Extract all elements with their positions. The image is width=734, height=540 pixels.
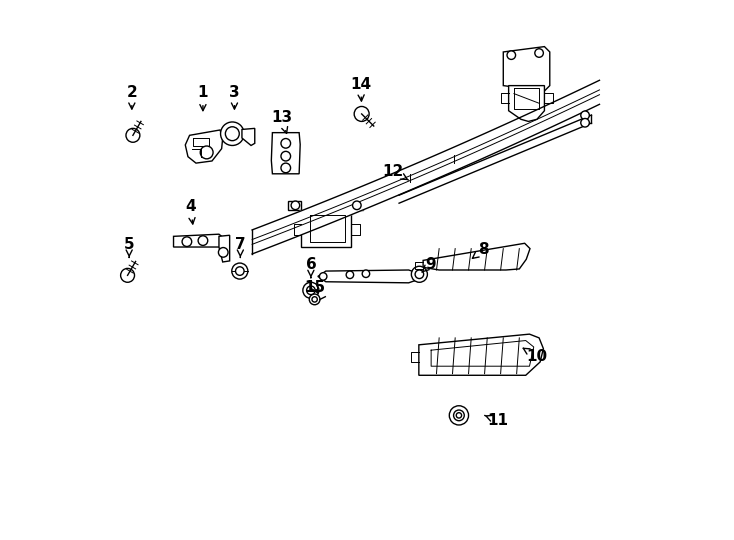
Circle shape [236, 267, 244, 275]
Circle shape [454, 410, 465, 421]
Circle shape [319, 273, 327, 280]
Polygon shape [288, 200, 301, 210]
Circle shape [200, 146, 213, 159]
Text: 5: 5 [124, 237, 134, 258]
Polygon shape [504, 46, 550, 91]
Polygon shape [173, 234, 222, 247]
Text: 14: 14 [350, 77, 371, 101]
Text: 4: 4 [185, 199, 196, 224]
Circle shape [303, 282, 319, 298]
Circle shape [281, 151, 291, 161]
Polygon shape [272, 133, 300, 174]
Circle shape [126, 129, 140, 142]
Circle shape [355, 106, 369, 122]
Circle shape [307, 286, 315, 295]
Text: 6: 6 [305, 257, 316, 278]
Polygon shape [252, 80, 600, 254]
Text: 2: 2 [126, 85, 137, 109]
Text: 12: 12 [382, 164, 409, 180]
Circle shape [281, 163, 291, 173]
Circle shape [291, 201, 299, 210]
Polygon shape [318, 270, 419, 283]
Circle shape [352, 201, 361, 210]
Circle shape [219, 247, 228, 257]
Circle shape [312, 296, 317, 302]
Text: 8: 8 [473, 242, 489, 258]
Polygon shape [423, 244, 530, 270]
Circle shape [281, 139, 291, 148]
Polygon shape [185, 130, 222, 163]
Text: 7: 7 [235, 237, 246, 258]
Circle shape [225, 127, 239, 140]
Circle shape [362, 270, 370, 278]
Circle shape [535, 49, 543, 57]
Text: 13: 13 [271, 110, 292, 133]
Polygon shape [399, 115, 592, 203]
Text: 3: 3 [229, 85, 240, 109]
Polygon shape [242, 129, 255, 145]
Circle shape [198, 236, 208, 245]
Polygon shape [509, 86, 545, 122]
Text: 10: 10 [523, 348, 548, 364]
Text: 11: 11 [484, 413, 509, 428]
Polygon shape [419, 334, 543, 375]
Circle shape [415, 270, 424, 279]
Polygon shape [351, 200, 363, 210]
Circle shape [581, 118, 589, 127]
Circle shape [449, 406, 468, 425]
Polygon shape [301, 210, 351, 247]
Circle shape [120, 268, 134, 282]
Polygon shape [219, 235, 230, 262]
Circle shape [182, 237, 192, 246]
Circle shape [411, 266, 427, 282]
Text: 15: 15 [304, 280, 325, 295]
Circle shape [220, 122, 244, 145]
Text: 9: 9 [422, 257, 435, 272]
Circle shape [457, 413, 462, 418]
Text: 1: 1 [197, 85, 208, 111]
Circle shape [507, 51, 515, 59]
Circle shape [232, 263, 248, 279]
Circle shape [309, 294, 320, 305]
Circle shape [581, 111, 589, 119]
Circle shape [346, 271, 354, 279]
